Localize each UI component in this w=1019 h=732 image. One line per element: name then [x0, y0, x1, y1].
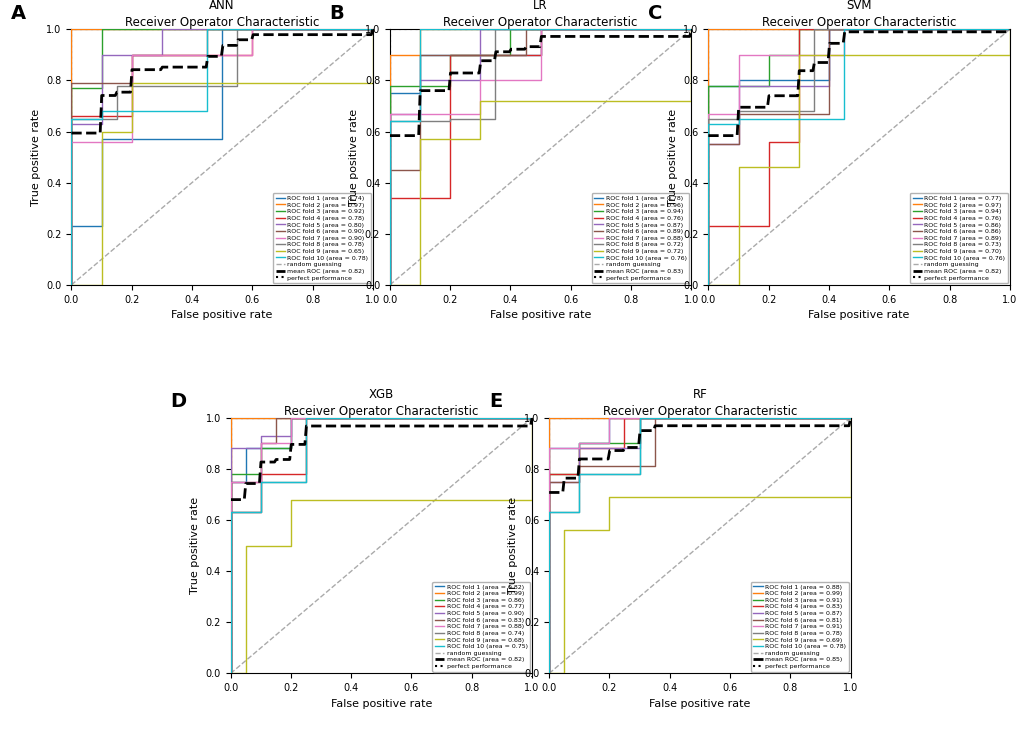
X-axis label: False positive rate: False positive rate — [489, 310, 591, 320]
Title: LR
Receiver Operator Characteristic: LR Receiver Operator Characteristic — [443, 0, 637, 29]
Y-axis label: True positive rate: True positive rate — [31, 108, 41, 206]
Text: B: B — [329, 4, 344, 23]
Text: C: C — [647, 4, 661, 23]
X-axis label: False positive rate: False positive rate — [330, 699, 432, 709]
Legend: ROC fold 1 (area = 0.78), ROC fold 2 (area = 0.96), ROC fold 3 (area = 0.94), RO: ROC fold 1 (area = 0.78), ROC fold 2 (ar… — [591, 193, 689, 283]
Text: E: E — [488, 392, 501, 411]
X-axis label: False positive rate: False positive rate — [648, 699, 750, 709]
Text: D: D — [170, 392, 186, 411]
X-axis label: False positive rate: False positive rate — [171, 310, 272, 320]
Y-axis label: True positive rate: True positive rate — [190, 497, 200, 594]
Legend: ROC fold 1 (area = 0.82), ROC fold 2 (area = 0.99), ROC fold 3 (area = 0.86), RO: ROC fold 1 (area = 0.82), ROC fold 2 (ar… — [432, 582, 530, 671]
Legend: ROC fold 1 (area = 0.77), ROC fold 2 (area = 0.97), ROC fold 3 (area = 0.94), RO: ROC fold 1 (area = 0.77), ROC fold 2 (ar… — [909, 193, 1007, 283]
Title: ANN
Receiver Operator Characteristic: ANN Receiver Operator Characteristic — [124, 0, 319, 29]
Title: SVM
Receiver Operator Characteristic: SVM Receiver Operator Characteristic — [761, 0, 956, 29]
Y-axis label: True positive rate: True positive rate — [667, 108, 677, 206]
Text: A: A — [11, 4, 26, 23]
Title: XGB
Receiver Operator Characteristic: XGB Receiver Operator Characteristic — [284, 388, 478, 418]
X-axis label: False positive rate: False positive rate — [808, 310, 909, 320]
Title: RF
Receiver Operator Characteristic: RF Receiver Operator Characteristic — [602, 388, 796, 418]
Legend: ROC fold 1 (area = 0.88), ROC fold 2 (area = 0.99), ROC fold 3 (area = 0.91), RO: ROC fold 1 (area = 0.88), ROC fold 2 (ar… — [750, 582, 848, 671]
Legend: ROC fold 1 (area = 0.74), ROC fold 2 (area = 0.97), ROC fold 3 (area = 0.92), RO: ROC fold 1 (area = 0.74), ROC fold 2 (ar… — [273, 193, 371, 283]
Y-axis label: True positive rate: True positive rate — [508, 497, 518, 594]
Y-axis label: True positive rate: True positive rate — [348, 108, 359, 206]
